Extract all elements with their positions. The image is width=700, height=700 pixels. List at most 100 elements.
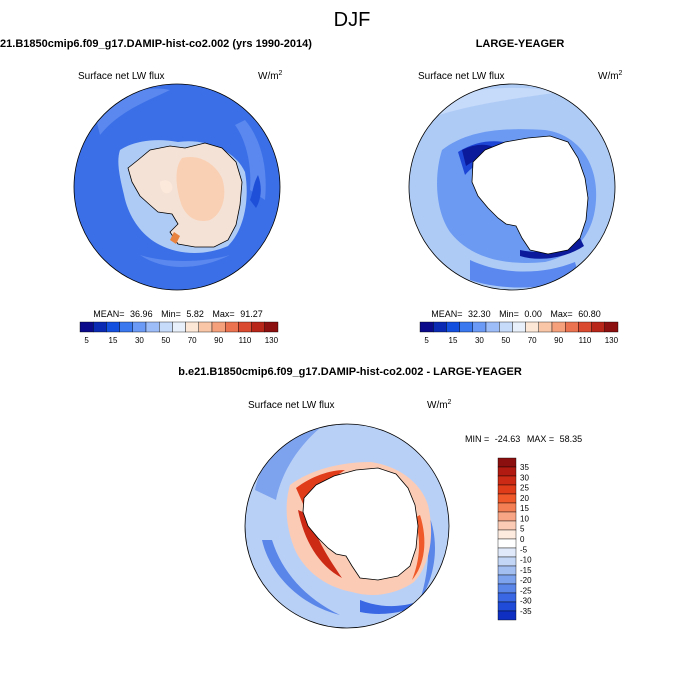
colorbar-swatch: [525, 321, 539, 333]
colorbar-swatch: [578, 321, 592, 333]
colorbar-swatch: [497, 511, 517, 522]
stats-label: MEAN= 32.30 Min= 0.00 Max= 60.80: [431, 309, 600, 319]
colorbar-tick-label: -15: [520, 566, 532, 575]
colorbar-swatch: [106, 321, 120, 333]
colorbar-tick-label: 30: [520, 473, 529, 482]
colorbar-swatch: [497, 565, 517, 576]
field-patch: [250, 175, 261, 208]
colorbar-tick-label: -20: [520, 576, 532, 585]
colorbar-swatch: [497, 529, 517, 540]
colorbar-swatch: [499, 321, 513, 333]
colorbar-tick-label: 30: [475, 336, 484, 345]
panel-title: b.e21.B1850cmip6.f09_g17.DAMIP-hist-co2.…: [0, 38, 312, 50]
colorbar-swatch: [433, 321, 447, 333]
colorbar-tick-label: 15: [520, 504, 529, 513]
colorbar-swatch: [132, 321, 147, 333]
field-patch: [262, 540, 340, 615]
colorbar-swatch: [158, 321, 173, 333]
colorbar-swatch: [485, 321, 500, 333]
map-border: [244, 423, 450, 629]
colorbar-tick-label: 50: [501, 336, 510, 345]
colorbar-swatch: [497, 484, 517, 495]
panel-title: LARGE-YEAGER: [476, 38, 565, 50]
variable-label: Surface net LW flux: [78, 71, 165, 82]
colorbar: 5 15 30 50 70 90 110 130: [419, 321, 619, 345]
panel-difference: b.e21.B1850cmip6.f09_g17.DAMIP-hist-co2.…: [178, 366, 582, 629]
colorbar-tick-label: -25: [520, 586, 532, 595]
colorbar-tick-label: 5: [424, 336, 429, 345]
colorbar-tick-label: 5: [84, 336, 89, 345]
colorbar-tick-label: 15: [449, 336, 458, 345]
colorbar-tick-label: 50: [161, 336, 170, 345]
colorbar-swatch: [497, 610, 517, 621]
colorbar-swatch: [497, 547, 517, 558]
colorbar-tick-label: -10: [520, 556, 532, 565]
colorbar-swatch: [538, 321, 553, 333]
colorbar-tick-label: 0: [520, 535, 525, 544]
colorbar-tick-label: 90: [554, 336, 563, 345]
field-patch: [412, 515, 425, 580]
colorbar-swatch: [185, 321, 200, 333]
colorbar-tick-label: 20: [520, 494, 529, 503]
colorbar-swatch: [224, 321, 239, 333]
colorbar-swatch: [92, 321, 107, 333]
colorbar-tick-label: 70: [188, 336, 197, 345]
stats-label: MIN = -24.63 MAX = 58.35: [465, 434, 582, 444]
colorbar-swatch: [497, 502, 517, 513]
field-patch: [140, 255, 230, 268]
field-patch: [255, 428, 320, 500]
field-patch: [95, 88, 170, 135]
colorbar-swatch: [497, 556, 517, 567]
colorbar-tick-label: 110: [239, 336, 252, 345]
colorbar: 5 15 30 50 70 90 110 130: [79, 321, 279, 345]
colorbar-swatch: [419, 321, 434, 333]
field-patch: [170, 232, 180, 244]
panel-title: b.e21.B1850cmip6.f09_g17.DAMIP-hist-co2.…: [178, 366, 522, 378]
colorbar-swatch: [497, 592, 517, 603]
colorbar-swatch: [264, 321, 279, 333]
stats-label: MEAN= 36.96 Min= 5.82 Max= 91.27: [93, 309, 262, 319]
variable-label: Surface net LW flux: [248, 400, 335, 411]
panel-reference: LARGE-YEAGER Surface net LW flux W/m2 ME…: [408, 38, 623, 345]
colorbar-swatch: [211, 321, 226, 333]
colorbar-tick-label: 15: [109, 336, 118, 345]
colorbar-swatch: [497, 601, 517, 612]
colorbar-tick-label: 25: [520, 484, 529, 493]
colorbar-swatch: [172, 321, 186, 333]
colorbar-tick-label: 35: [520, 463, 529, 472]
colorbar-tick-label: 130: [265, 336, 279, 345]
colorbar-swatch: [119, 321, 133, 333]
colorbar-swatch: [591, 321, 605, 333]
colorbar-swatch: [512, 321, 526, 333]
colorbar-swatch: [497, 583, 517, 594]
plateau-patch: [176, 156, 225, 222]
field-patch: [160, 180, 173, 194]
colorbar-swatch: [497, 574, 517, 585]
colorbar-tick-label: 70: [528, 336, 537, 345]
variable-label: Surface net LW flux: [418, 71, 505, 82]
colorbar-swatch: [565, 321, 579, 333]
colorbar-tick-label: -35: [520, 607, 532, 616]
colorbar-tick-label: 5: [520, 525, 525, 534]
colorbar-swatch: [497, 520, 517, 531]
field-patch: [420, 500, 435, 600]
field-patch: [360, 590, 440, 614]
field-patch: [470, 260, 580, 288]
colorbar-tick-label: 110: [579, 336, 592, 345]
map-border: [73, 83, 281, 291]
colorbar-swatch: [604, 321, 619, 333]
colorbar-swatch: [472, 321, 487, 333]
colorbar-tick-label: 10: [520, 514, 529, 523]
field-patch: [520, 238, 584, 259]
colorbar-tick-label: 30: [135, 336, 144, 345]
colorbar-swatch: [238, 321, 252, 333]
colorbar-swatch: [459, 321, 474, 333]
antarctica-outline: [471, 135, 589, 255]
colorbar-swatch: [79, 321, 94, 333]
colorbar-swatch: [145, 321, 160, 333]
colorbar-swatch: [497, 475, 517, 486]
map-border: [408, 83, 616, 291]
